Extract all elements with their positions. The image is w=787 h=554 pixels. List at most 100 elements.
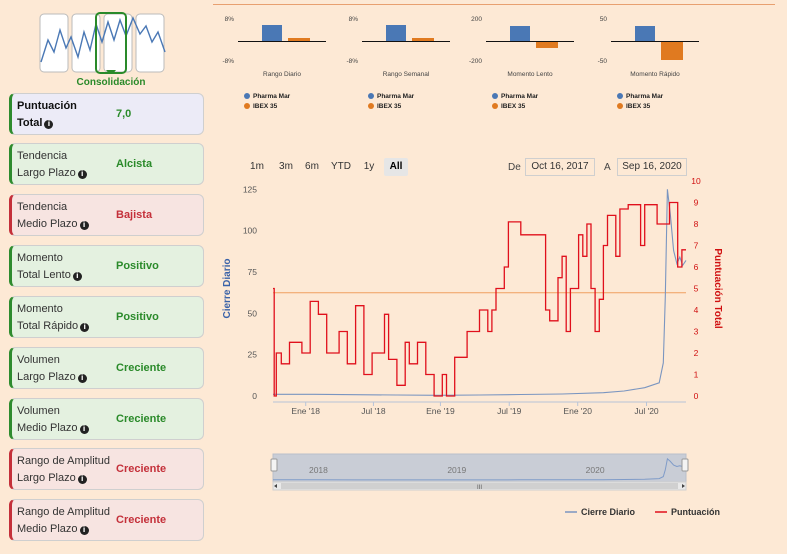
legend-item[interactable]: Pharma Mar: [368, 93, 414, 100]
pharma-bar[interactable]: [510, 25, 530, 41]
legend-dot-icon: [617, 93, 623, 99]
y-tick-label: 0: [252, 391, 257, 401]
legend-item[interactable]: Pharma Mar: [492, 93, 538, 100]
card-value: Creciente: [116, 514, 167, 526]
y2-tick-label: 9: [694, 198, 699, 208]
to-date-input[interactable]: Sep 16, 2020: [617, 158, 687, 176]
x-tick-label: Ene '20: [563, 406, 592, 416]
mini-chart-title: Momento Lento: [507, 71, 553, 78]
y2-tick-label: 7: [694, 241, 699, 251]
info-icon[interactable]: i: [77, 374, 87, 383]
info-icon[interactable]: i: [44, 120, 54, 129]
x-tick-label: Ene '19: [426, 406, 455, 416]
range-button-6m[interactable]: 6m: [305, 161, 319, 172]
card-label-line2: Largo Plazo i: [17, 371, 87, 383]
range-button-3m[interactable]: 3m: [279, 161, 293, 172]
card-value: Alcista: [116, 158, 153, 170]
zero-line: [486, 41, 574, 42]
ibex-bar[interactable]: [536, 42, 558, 48]
range-button-1m[interactable]: 1m: [250, 161, 264, 172]
card-value: Creciente: [116, 413, 167, 425]
indicator-card[interactable]: Volumen Medio Plazo i Creciente: [9, 398, 204, 440]
legend-dot-icon: [492, 93, 498, 99]
info-icon[interactable]: i: [79, 425, 89, 434]
indicator-card[interactable]: Momento Total Rápido i Positivo: [9, 296, 204, 338]
to-label: A: [604, 162, 611, 173]
card-label-text: Total: [17, 117, 43, 129]
legend-item[interactable]: Pharma Mar: [617, 93, 663, 100]
card-label-text: Largo Plazo: [17, 472, 76, 484]
card-label-line1: Momento: [17, 252, 63, 264]
consolidation-thumbnail[interactable]: [38, 12, 168, 76]
pharma-bar[interactable]: [262, 24, 282, 41]
legend-item[interactable]: IBEX 35: [244, 103, 277, 110]
indicator-card[interactable]: Rango de Amplitud Largo Plazo i Creciente: [9, 448, 204, 490]
legend-label: IBEX 35: [253, 103, 278, 110]
ibex-bar[interactable]: [288, 38, 310, 41]
legend-dot-icon: [368, 93, 374, 99]
legend-price-label[interactable]: Cierre Diario: [581, 507, 636, 517]
indicator-card[interactable]: Momento Total Lento i Positivo: [9, 245, 204, 287]
info-icon[interactable]: i: [77, 475, 87, 484]
indicator-card[interactable]: Puntuación Total i 7,0: [9, 93, 204, 135]
legend-dot-icon: [368, 103, 374, 109]
legend-dot-icon: [617, 103, 623, 109]
card-label-line2: Largo Plazo i: [17, 167, 87, 179]
from-date-input[interactable]: Oct 16, 2017: [525, 158, 595, 176]
card-value: Creciente: [116, 463, 167, 475]
info-icon[interactable]: i: [77, 170, 87, 179]
legend-dot-icon: [244, 93, 250, 99]
card-label-text: Medio Plazo: [17, 218, 78, 230]
mini-chart-title: Momento Rápido: [630, 71, 680, 78]
legend-item[interactable]: IBEX 35: [617, 103, 650, 110]
y-axis-max-label: 50: [599, 16, 607, 23]
range-button-ytd[interactable]: YTD: [331, 161, 351, 172]
card-label-line2: Total i: [17, 117, 54, 129]
scroll-right-arrow-icon[interactable]: [682, 484, 685, 488]
ibex-bar[interactable]: [412, 38, 434, 41]
mini-bar-chart: 50 -50 Momento Rápido Pharma Mar IBEX 35: [583, 14, 703, 114]
card-label-text: Total Rápido: [17, 320, 79, 332]
y2-tick-label: 1: [694, 370, 699, 380]
y-tick-label: 25: [248, 350, 258, 360]
card-label-text: Medio Plazo: [17, 523, 78, 535]
legend-item[interactable]: Pharma Mar: [244, 93, 290, 100]
x-tick-label: Jul '19: [497, 406, 522, 416]
zero-line: [611, 41, 699, 42]
scroll-left-arrow-icon[interactable]: [274, 484, 277, 488]
info-icon[interactable]: i: [79, 221, 89, 230]
indicator-card[interactable]: Volumen Largo Plazo i Creciente: [9, 347, 204, 389]
info-icon[interactable]: i: [80, 323, 90, 332]
pharma-bar[interactable]: [386, 24, 406, 41]
mini-chart-title: Rango Diario: [263, 71, 301, 78]
y-axis-min-label: -200: [468, 58, 482, 65]
info-icon[interactable]: i: [79, 526, 89, 535]
price-series-line: [273, 189, 687, 396]
legend-label: Pharma Mar: [501, 93, 539, 100]
legend-label: Pharma Mar: [377, 93, 415, 100]
legend-item[interactable]: IBEX 35: [368, 103, 401, 110]
card-label-line1: Volumen: [17, 405, 60, 417]
y-axis-max-label: 200: [471, 16, 482, 23]
y2-tick-label: 0: [694, 391, 699, 401]
pharma-bar[interactable]: [635, 26, 655, 41]
card-value: 7,0: [116, 108, 132, 120]
y-axis-min-label: -50: [597, 58, 607, 65]
range-button-all[interactable]: All: [384, 158, 408, 176]
ibex-bar[interactable]: [661, 42, 683, 60]
range-button-1y[interactable]: 1y: [363, 161, 375, 172]
navigator-window: [272, 453, 687, 483]
card-label-text: Total Lento: [17, 269, 71, 281]
info-icon[interactable]: i: [72, 272, 82, 281]
legend-item[interactable]: IBEX 35: [492, 103, 525, 110]
indicator-card[interactable]: Rango de Amplitud Medio Plazo i Creciente: [9, 499, 204, 541]
y-axis-min-label: -8%: [346, 58, 358, 65]
indicator-card[interactable]: Tendencia Medio Plazo i Bajista: [9, 194, 204, 236]
legend-score-label[interactable]: Puntuación: [671, 507, 720, 517]
indicator-card[interactable]: Tendencia Largo Plazo i Alcista: [9, 143, 204, 185]
card-label-line2: Medio Plazo i: [17, 218, 89, 230]
y-axis-title: Cierre Diario: [222, 258, 233, 318]
top-divider: [213, 4, 775, 5]
y2-tick-label: 10: [691, 178, 701, 186]
legend-label: IBEX 35: [626, 103, 651, 110]
